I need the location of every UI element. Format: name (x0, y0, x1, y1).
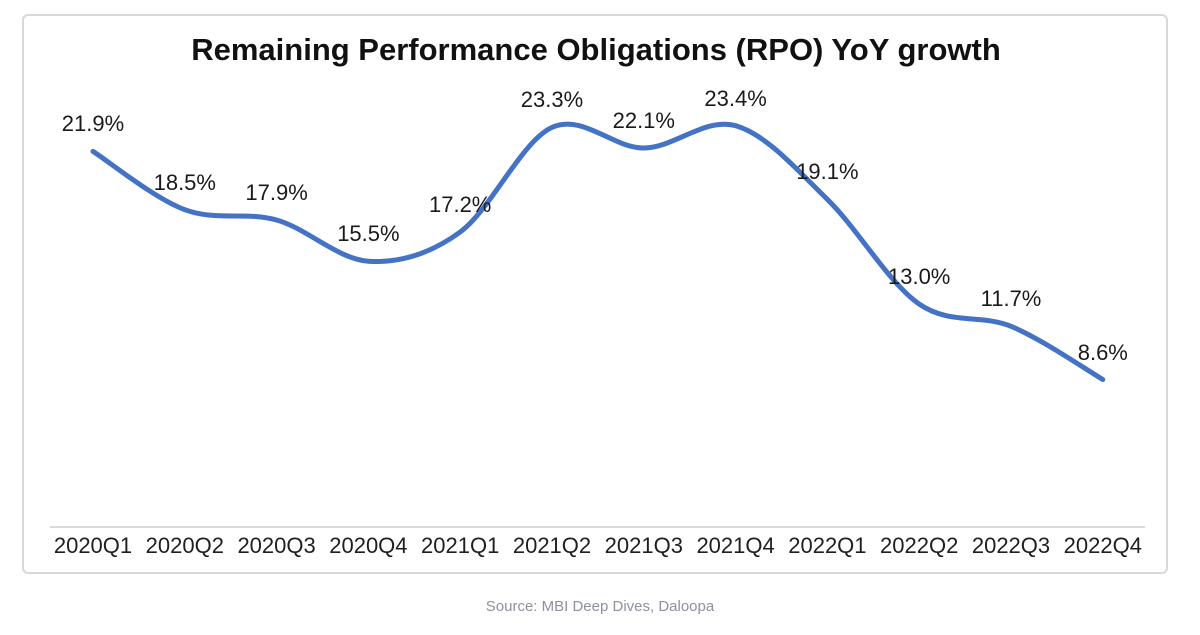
data-label: 17.9% (245, 180, 308, 205)
data-label: 11.7% (980, 286, 1042, 312)
x-axis-label: 2022Q3 (971, 533, 1051, 558)
series-line-rpo-yoy (90, 121, 1106, 382)
x-axis-label: 2021Q1 (421, 533, 500, 558)
data-label: 13.0% (887, 264, 951, 290)
data-label: 22.1% (612, 107, 675, 133)
x-axis-label: 2022Q1 (788, 533, 867, 558)
x-axis-label: 2020Q2 (145, 533, 224, 558)
data-label: 23.3% (520, 87, 584, 113)
x-axis-label: 2020Q4 (329, 533, 408, 558)
data-label: 19.1% (796, 159, 859, 185)
x-axis-label: 2021Q3 (604, 533, 683, 558)
source-note: Source: MBI Deep Dives, Daloopa (485, 598, 715, 615)
x-axis-label: 2021Q4 (696, 533, 775, 558)
data-label: 15.5% (337, 221, 400, 247)
x-axis-label: 2022Q2 (880, 533, 959, 558)
x-axis-label: 2021Q2 (512, 533, 592, 558)
data-label: 23.4% (704, 85, 767, 111)
chart-border-frame (22, 14, 1168, 574)
data-label: 18.5% (153, 169, 216, 195)
x-axis-label: 2020Q1 (53, 533, 133, 558)
data-label: 17.2% (428, 192, 492, 218)
x-axis-label: 2022Q4 (1063, 533, 1142, 558)
data-label: 21.9% (61, 111, 125, 137)
chart-title: Remaining Performance Obligations (RPO) … (191, 32, 1001, 67)
data-label: 8.6% (1077, 339, 1128, 365)
x-axis-label: 2020Q3 (237, 533, 316, 558)
